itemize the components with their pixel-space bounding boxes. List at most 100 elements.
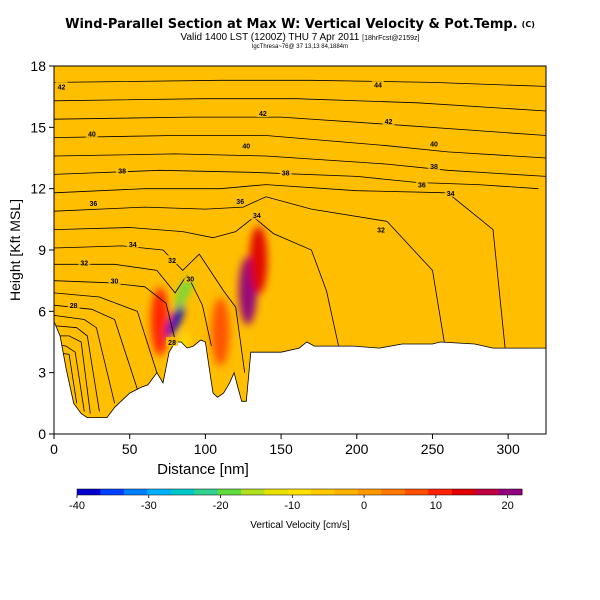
isentrope-label: 38 [427, 161, 440, 171]
isentrope-labels: 42 40 38 36 34 32 30 28 28 30 32 42 40 38 36 34 32 44 42 40… [55, 79, 457, 347]
colorbar-frame [76, 488, 523, 496]
isentrope-label: 30 [184, 273, 197, 284]
x-tick-label: 50 [122, 441, 138, 457]
isentrope-label-bg [250, 210, 263, 220]
isentrope-label-text: 32 [168, 258, 176, 265]
isentrope-label-text: 40 [430, 142, 438, 149]
isentrope-line [54, 196, 445, 345]
isentrope-label-bg [371, 79, 384, 89]
isentrope-label-text: 32 [80, 260, 88, 267]
colorbar-segment [287, 489, 312, 495]
isentrope-label-bg [427, 161, 440, 171]
colorbar-segment [77, 489, 101, 495]
isentrope-line [54, 216, 339, 347]
x-tick-label: 200 [345, 441, 369, 457]
colorbar-segment [381, 489, 406, 495]
valid-time-line: Valid 1400 LST (1200Z) THU 7 Apr 2011 [1… [180, 32, 420, 43]
isentrope-label: 32 [374, 224, 387, 235]
isentrope-label-bg [108, 275, 121, 285]
isentrope-label: 34 [126, 238, 139, 249]
velocity-field [150, 226, 268, 366]
title-block: Wind-Parallel Section at Max W: Vertical… [0, 18, 600, 51]
isentrope-label: 44 [371, 79, 384, 89]
x-axis-label: Distance [nm] [157, 461, 249, 478]
isentrope-label-bg [126, 238, 139, 248]
isentrope-label-bg [55, 81, 68, 91]
isentrope-label-text: 36 [418, 183, 426, 190]
isentrope-label-bg [256, 108, 269, 118]
isentrope-label: 38 [279, 167, 292, 177]
colorbar-tick-label: -30 [141, 500, 157, 512]
isentrope-label-text: 42 [259, 111, 267, 118]
isentrope-line [54, 263, 212, 347]
colorbar: -40 -30 -20 -10 0 10 20 [69, 488, 523, 512]
isentrope-line [54, 325, 100, 412]
isentrope-label-text: 38 [118, 168, 126, 175]
isentrope-line [54, 135, 546, 159]
isentrope-label-text: 30 [111, 279, 119, 286]
isentrope-line [54, 184, 506, 349]
downdraft-region [166, 305, 184, 339]
isentrope-label: 40 [85, 128, 98, 138]
isentrope-label: 34 [444, 187, 457, 198]
isentrope-label: 36 [87, 197, 100, 208]
isentrope-line [54, 169, 539, 190]
isentropes [54, 79, 546, 414]
colorbar-segment [358, 489, 382, 495]
isentrope-label-bg [85, 128, 98, 138]
updraft-region [249, 226, 268, 295]
isentrope-label-text: 44 [374, 82, 382, 89]
isentrope-label-text: 28 [168, 340, 176, 347]
isentrope-label-bg [78, 257, 91, 267]
y-tick-label: 3 [38, 365, 46, 381]
colorbar-segment [451, 489, 476, 495]
isentrope-label-text: 38 [430, 164, 438, 171]
run-info-line: lgcThresa~76@ 37 13,13 84,1884m [252, 44, 348, 50]
colorbar-segment [147, 489, 172, 495]
isentrope-label-text: 38 [282, 170, 290, 177]
isentrope-label: 42 [256, 108, 269, 118]
isentrope-line [54, 79, 546, 87]
isentrope-line [54, 98, 546, 112]
isentrope-label-text: 40 [88, 131, 96, 138]
isentrope-label-text: 28 [70, 303, 78, 310]
colorbar-segment [194, 489, 219, 495]
colorbar-segment [217, 489, 242, 495]
colorbar-segment [100, 489, 125, 495]
isentrope-label-text: 34 [253, 213, 261, 220]
isentrope-line [54, 292, 158, 373]
isentrope-label: 38 [116, 165, 129, 175]
isentrope-line [54, 315, 115, 404]
x-tick-label: 250 [421, 441, 445, 457]
colorbar-tick-label: -40 [69, 500, 85, 512]
isentrope-label-bg [234, 195, 247, 205]
isentrope-label-bg [240, 140, 253, 150]
isentrope-line [54, 280, 176, 341]
isentrope-label: 32 [78, 257, 91, 267]
x-tick-label: 150 [269, 441, 293, 457]
downdraft-region [175, 274, 194, 308]
colorbar-tick-label: -10 [284, 500, 300, 512]
isentrope-line [54, 335, 91, 414]
isentrope-label: 36 [234, 195, 247, 206]
x-tick-label: 100 [194, 441, 218, 457]
colorbar-segment [404, 489, 429, 495]
isentrope-label: 40 [240, 140, 253, 151]
isentrope-label-bg [87, 197, 100, 207]
colorbar-segment [475, 489, 500, 495]
velocity-blobs [150, 226, 268, 366]
chart-title: Wind-Parallel Section at Max W: Vertical… [65, 17, 535, 32]
isentrope-label: 28 [67, 300, 80, 310]
colorbar-segment [170, 489, 195, 495]
isentrope-label-text: 34 [447, 191, 455, 198]
colorbar-segment [264, 489, 289, 495]
x-tick-label: 300 [496, 441, 520, 457]
colorbar-tick-label: 10 [430, 500, 442, 512]
isentrope-label-text: 34 [129, 242, 137, 249]
isentrope-label: 36 [415, 179, 428, 190]
isentrope-line [54, 116, 546, 136]
x-tick-label: 0 [50, 441, 58, 457]
isentrope-label-bg [67, 300, 80, 310]
